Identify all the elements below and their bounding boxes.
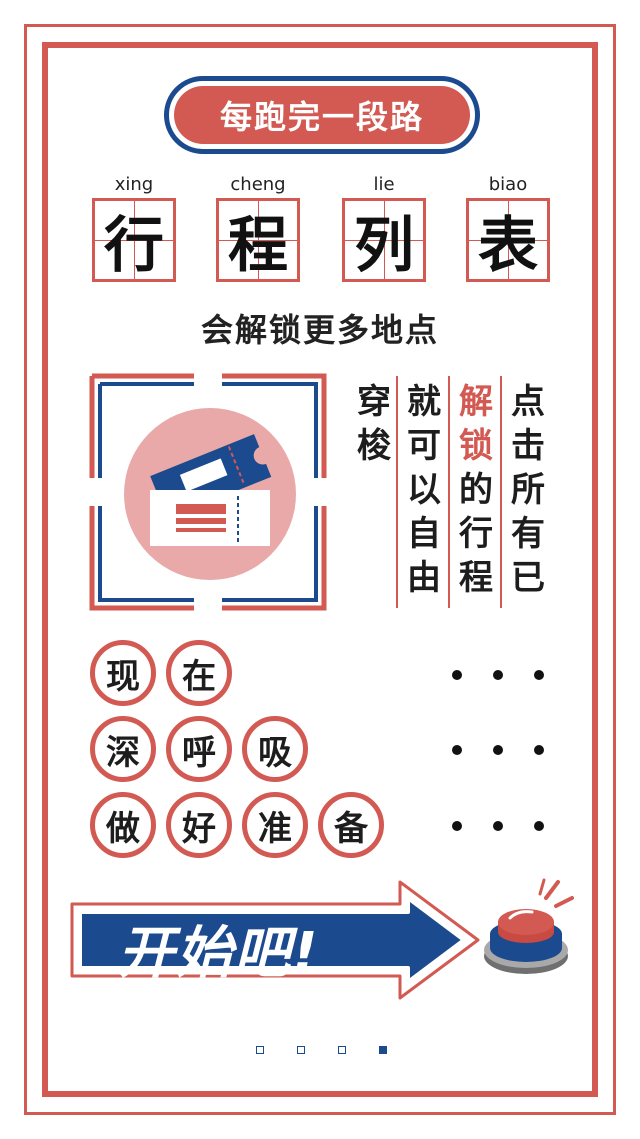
- phrase-char-circle: 备: [318, 792, 384, 858]
- ticket-icon-box[interactable]: [88, 372, 328, 612]
- title-char-tile: 行: [92, 198, 176, 282]
- start-button-label[interactable]: 开始吧!: [118, 921, 320, 986]
- vertical-text-col-4: 点击所有已: [506, 380, 550, 600]
- phrase-char-circle: 现: [90, 640, 156, 706]
- start-button[interactable]: [70, 880, 480, 1000]
- column-divider: [500, 376, 502, 608]
- vertical-char: 的: [459, 470, 493, 510]
- vertical-char: 有: [511, 514, 545, 554]
- ellipsis-dots: [452, 821, 544, 831]
- vertical-char: 可: [407, 426, 441, 466]
- phrase-char-circle: 好: [166, 792, 232, 858]
- header-badge: 每跑完一段路: [164, 76, 480, 154]
- title-char: 表: [478, 210, 538, 281]
- pager-dot[interactable]: [256, 1046, 264, 1054]
- vertical-char: 击: [511, 426, 545, 466]
- vertical-text-col-1: 穿梭: [352, 380, 396, 468]
- vertical-char: 梭: [357, 426, 391, 466]
- vertical-char: 自: [407, 514, 441, 554]
- vertical-char: 所: [511, 470, 545, 510]
- header-badge-label: 每跑完一段路: [174, 86, 470, 144]
- inner-frame: [42, 42, 598, 1097]
- phrase-char-circle: 吸: [242, 716, 308, 782]
- title-char-tile: 程: [216, 198, 300, 282]
- pinyin-1: xing: [114, 174, 154, 195]
- title-char-tile: 列: [342, 198, 426, 282]
- vertical-char: 以: [407, 470, 441, 510]
- column-divider: [396, 376, 398, 608]
- phrase-char-circle: 准: [242, 792, 308, 858]
- title-char-tile: 表: [466, 198, 550, 282]
- pinyin-4: biao: [488, 174, 528, 195]
- column-divider: [448, 376, 450, 608]
- outer-frame: [24, 24, 616, 1115]
- vertical-char: 程: [459, 558, 493, 598]
- pinyin-3: lie: [373, 174, 395, 195]
- phrase-char-circle: 呼: [166, 716, 232, 782]
- subtitle: 会解锁更多地点: [200, 311, 439, 349]
- vertical-char: 已: [511, 558, 545, 598]
- title-char: 行: [104, 210, 164, 281]
- vertical-char: 穿: [357, 382, 391, 422]
- ellipsis-dots: [452, 670, 544, 680]
- phrase-char-circle: 做: [90, 792, 156, 858]
- pager-dot[interactable]: [297, 1046, 305, 1054]
- vertical-char: 锁: [459, 426, 493, 466]
- title-char: 列: [354, 210, 414, 281]
- pinyin-2: cheng: [230, 174, 286, 195]
- pager-dot-active[interactable]: [379, 1046, 387, 1054]
- phrase-char-circle: 深: [90, 716, 156, 782]
- pager-dot[interactable]: [338, 1046, 346, 1054]
- arrow-right-icon: [70, 880, 480, 1000]
- vertical-text-col-3: 解锁的行程: [454, 380, 498, 600]
- push-button-icon[interactable]: [480, 878, 580, 982]
- vertical-char: 行: [459, 514, 493, 554]
- vertical-char: 就: [407, 382, 441, 422]
- vertical-char: 点: [511, 382, 545, 422]
- vertical-char: 由: [407, 558, 441, 598]
- phrase-char-circle: 在: [166, 640, 232, 706]
- ellipsis-dots: [452, 745, 544, 755]
- ticket-icon: [89, 373, 327, 611]
- title-char: 程: [228, 210, 288, 281]
- vertical-char: 解: [459, 382, 493, 422]
- vertical-text-col-2: 就可以自由: [402, 380, 446, 600]
